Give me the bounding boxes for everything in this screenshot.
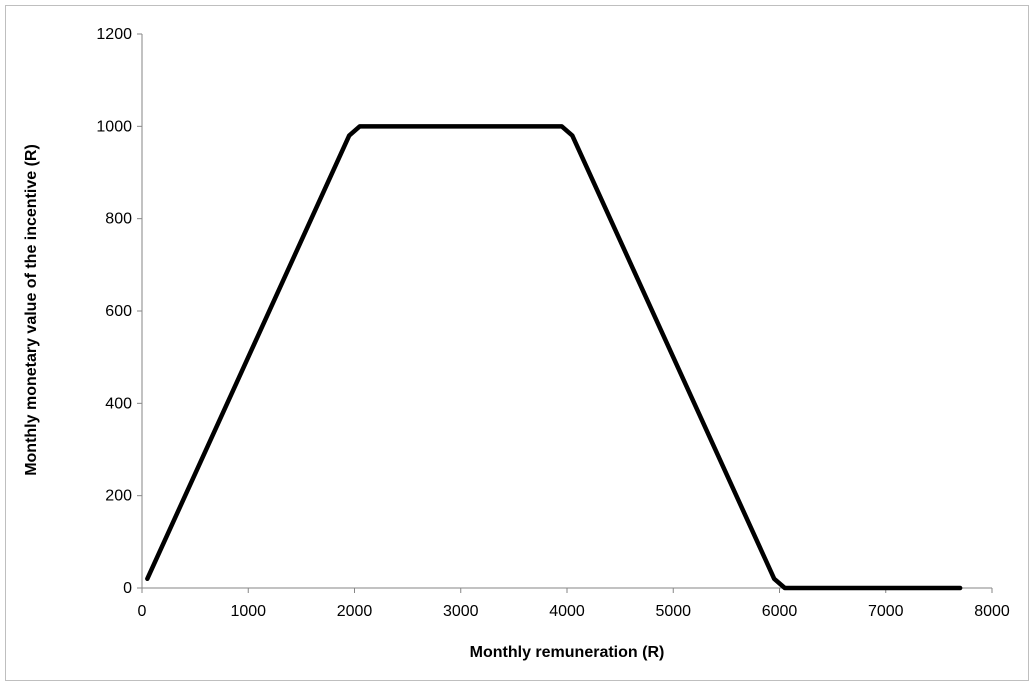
y-tick-label: 600 [105, 303, 132, 320]
y-tick-label: 1200 [96, 26, 132, 43]
y-ticks: 0 200 400 600 800 1000 1200 [96, 26, 142, 597]
x-tick-label: 3000 [443, 603, 479, 620]
y-tick-label: 1000 [96, 118, 132, 135]
y-tick-label: 400 [105, 395, 132, 412]
x-tick-label: 5000 [655, 603, 691, 620]
x-tick-label: 8000 [974, 603, 1010, 620]
x-tick-label: 1000 [230, 603, 266, 620]
x-tick-label: 7000 [868, 603, 904, 620]
series-line-0 [145, 124, 963, 591]
y-tick-label: 800 [105, 211, 132, 228]
y-tick-label: 0 [123, 580, 132, 597]
x-tick-label: 2000 [337, 603, 373, 620]
x-tick-label: 0 [138, 603, 147, 620]
chart-frame [5, 5, 1029, 681]
y-tick-label: 200 [105, 488, 132, 505]
y-axis-title: Monthly monetary value of the incentive … [23, 144, 40, 476]
x-axis-title: Monthly remuneration (R) [470, 644, 665, 661]
x-tick-label: 4000 [549, 603, 585, 620]
x-ticks: 0 1000 2000 3000 4000 5000 6000 7000 8000 [138, 588, 1010, 620]
plot-series [145, 124, 963, 591]
x-tick-label: 6000 [762, 603, 798, 620]
